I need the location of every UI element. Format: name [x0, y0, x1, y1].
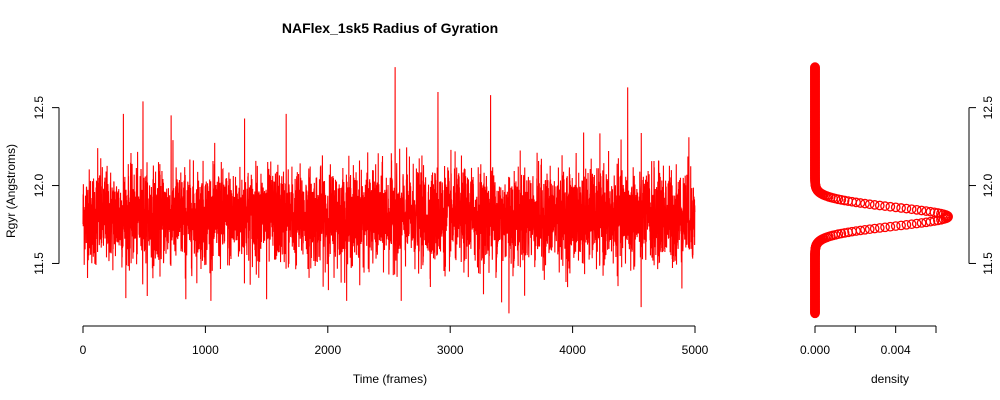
density-point [836, 228, 847, 239]
density-point [880, 222, 890, 233]
density-point [843, 196, 854, 206]
density-point [855, 225, 866, 236]
y-tick-label: 12.5 [32, 96, 46, 120]
density-point [864, 224, 875, 235]
density-point [880, 201, 890, 211]
density-x-axis-title: density [870, 372, 910, 386]
x-tick-label: 1000 [192, 343, 219, 357]
density-point [911, 218, 922, 229]
density-point [839, 228, 850, 238]
density-point [896, 220, 906, 231]
density-point [896, 203, 906, 213]
y-axis-title: Rgyr (Angstroms) [4, 144, 18, 238]
x-tick-label: 2000 [314, 343, 341, 357]
density-point [869, 200, 880, 210]
density-point [864, 199, 875, 210]
density-y-tick-label: 12.5 [981, 96, 995, 120]
density-point [885, 201, 896, 212]
x-tick-label: 3000 [437, 343, 464, 357]
density-point [890, 202, 901, 213]
x-tick-label: 5000 [682, 343, 709, 357]
density-x-tick-label: 0.000 [800, 343, 830, 357]
density-point [901, 203, 912, 214]
density-point [874, 200, 885, 211]
density-y-tick-label: 11.5 [981, 252, 995, 275]
y-tick-label: 11.5 [32, 252, 46, 275]
density-point [869, 223, 880, 234]
density-point [921, 206, 932, 216]
y-tick-label: 12.0 [32, 174, 46, 198]
density-point [839, 195, 850, 206]
rgyr-series-line [82, 67, 696, 314]
density-point [810, 62, 820, 72]
density-point [860, 224, 870, 235]
x-tick-label: 0 [80, 343, 87, 357]
density-point [925, 216, 936, 227]
density-point [906, 204, 917, 215]
density-x-tick-label: 0.004 [881, 343, 911, 357]
x-axis-title: Time (frames) [352, 372, 428, 386]
x-tick-label: 4000 [559, 343, 586, 357]
density-point [901, 219, 912, 230]
density-point [911, 205, 922, 215]
density-point [890, 221, 901, 231]
density-point [933, 208, 943, 218]
density-point [847, 196, 857, 207]
density-point [906, 219, 917, 230]
density-point [916, 205, 927, 216]
density-point [885, 221, 896, 232]
chart-title: NAFlex_1sk5 Radius of Gyration [281, 20, 499, 36]
density-point [874, 223, 885, 233]
density-y-tick-label: 12.0 [981, 174, 995, 198]
